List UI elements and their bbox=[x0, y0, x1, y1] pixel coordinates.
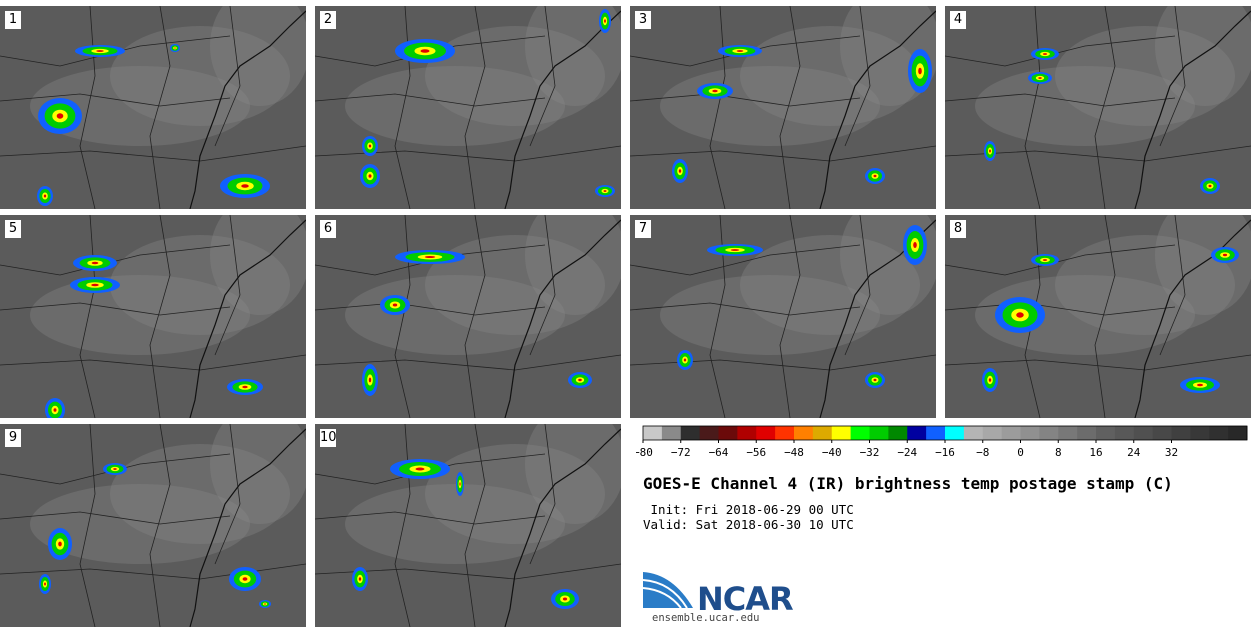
colorbar-tick-label: −16 bbox=[935, 446, 955, 459]
colorbar-swatch bbox=[1001, 426, 1021, 440]
panel-number: 1 bbox=[5, 11, 21, 29]
site-url: ensemble.ucar.edu bbox=[652, 612, 760, 624]
colorbar-swatch bbox=[1152, 426, 1172, 440]
panel-number: 4 bbox=[950, 11, 966, 29]
postage-stamp-panel: 5 bbox=[0, 215, 306, 418]
colorbar-swatch bbox=[1077, 426, 1097, 440]
colorbar-tick-label: 32 bbox=[1165, 446, 1178, 459]
panel-number: 2 bbox=[320, 11, 336, 29]
satellite-map bbox=[630, 6, 936, 209]
colorbar-swatch bbox=[1209, 426, 1229, 440]
colorbar-swatch bbox=[661, 426, 682, 440]
colorbar-swatch bbox=[963, 426, 984, 440]
colorbar-swatch bbox=[680, 426, 701, 440]
colorbar-swatch bbox=[1058, 426, 1078, 440]
postage-stamp-panel: 7 bbox=[630, 215, 936, 418]
colorbar-swatch bbox=[1096, 426, 1116, 440]
satellite-map bbox=[0, 424, 306, 627]
panel-number: 6 bbox=[320, 220, 336, 238]
chart-title: GOES-E Channel 4 (IR) brightness temp po… bbox=[643, 474, 1173, 493]
satellite-map bbox=[315, 424, 621, 627]
panel-number: 3 bbox=[635, 11, 651, 29]
colorbar-tick-label: −56 bbox=[746, 446, 766, 459]
colorbar: −80 −72 −64 −56 −48 −40 −32 −24 −16 −8 0 8 16 24 32 bbox=[636, 425, 1248, 459]
postage-stamp-panel: 4 bbox=[945, 6, 1251, 209]
postage-stamp-panel: 6 bbox=[315, 215, 621, 418]
colorbar-swatch bbox=[888, 426, 908, 440]
colorbar-tick-label: −24 bbox=[897, 446, 917, 459]
colorbar-swatch bbox=[869, 426, 889, 440]
colorbar-swatch bbox=[1171, 426, 1191, 440]
colorbar-swatch bbox=[643, 426, 663, 440]
colorbar-tick-label: −32 bbox=[860, 446, 880, 459]
colorbar-swatch bbox=[1190, 426, 1210, 440]
panel-number: 9 bbox=[5, 429, 21, 447]
colorbar-swatch bbox=[1133, 426, 1154, 440]
colorbar-tick-label: −72 bbox=[671, 446, 691, 459]
logo-wordmark: NCAR bbox=[697, 580, 794, 618]
panel-number: 10 bbox=[320, 429, 337, 447]
colorbar-swatch bbox=[737, 426, 757, 440]
colorbar-swatch bbox=[982, 426, 1003, 440]
colorbar-tick-label: 0 bbox=[1017, 446, 1024, 459]
colorbar-swatch bbox=[1228, 426, 1248, 440]
colorbar-swatch bbox=[907, 426, 927, 440]
colorbar-tick-label: −80 bbox=[636, 446, 653, 459]
colorbar-tick-label: 8 bbox=[1055, 446, 1062, 459]
postage-stamp-panel: 1 bbox=[0, 6, 306, 209]
satellite-map bbox=[0, 215, 306, 418]
colorbar-tick-label: −64 bbox=[709, 446, 729, 459]
colorbar-swatch bbox=[831, 426, 852, 440]
colorbar-swatch bbox=[718, 426, 738, 440]
postage-stamp-panel: 9 bbox=[0, 424, 306, 627]
colorbar-tick-label: 24 bbox=[1127, 446, 1141, 459]
colorbar-swatch bbox=[1020, 426, 1040, 440]
panel-number: 7 bbox=[635, 220, 651, 238]
colorbar-tick-label: −48 bbox=[784, 446, 804, 459]
valid-time: Valid: Sat 2018-06-30 10 UTC bbox=[643, 517, 854, 532]
panel-number: 5 bbox=[5, 220, 21, 238]
colorbar-swatch bbox=[699, 426, 719, 440]
colorbar-swatch bbox=[1039, 426, 1059, 440]
postage-stamp-panel: 10 bbox=[315, 424, 621, 627]
postage-stamp-panel: 2 bbox=[315, 6, 621, 209]
satellite-map bbox=[945, 6, 1251, 209]
satellite-map bbox=[315, 6, 621, 209]
colorbar-swatch bbox=[850, 426, 870, 440]
colorbar-swatch bbox=[926, 426, 946, 440]
panel-number: 8 bbox=[950, 220, 966, 238]
init-time: Init: Fri 2018-06-29 00 UTC bbox=[643, 502, 854, 517]
colorbar-swatch bbox=[775, 426, 795, 440]
colorbar-swatch bbox=[756, 426, 776, 440]
postage-stamp-panel: 3 bbox=[630, 6, 936, 209]
colorbar-swatch bbox=[794, 426, 814, 440]
colorbar-swatch bbox=[1114, 426, 1135, 440]
colorbar-swatch bbox=[812, 426, 833, 440]
colorbar-tick-label: −8 bbox=[976, 446, 989, 459]
satellite-map bbox=[315, 215, 621, 418]
satellite-map bbox=[945, 215, 1251, 418]
ncar-logo-icon bbox=[643, 572, 693, 609]
colorbar-tick-label: −40 bbox=[822, 446, 842, 459]
colorbar-swatch bbox=[945, 426, 965, 440]
satellite-map bbox=[630, 215, 936, 418]
colorbar-tick-label: 16 bbox=[1089, 446, 1102, 459]
postage-stamp-panel: 8 bbox=[945, 215, 1251, 418]
satellite-map bbox=[0, 6, 306, 209]
